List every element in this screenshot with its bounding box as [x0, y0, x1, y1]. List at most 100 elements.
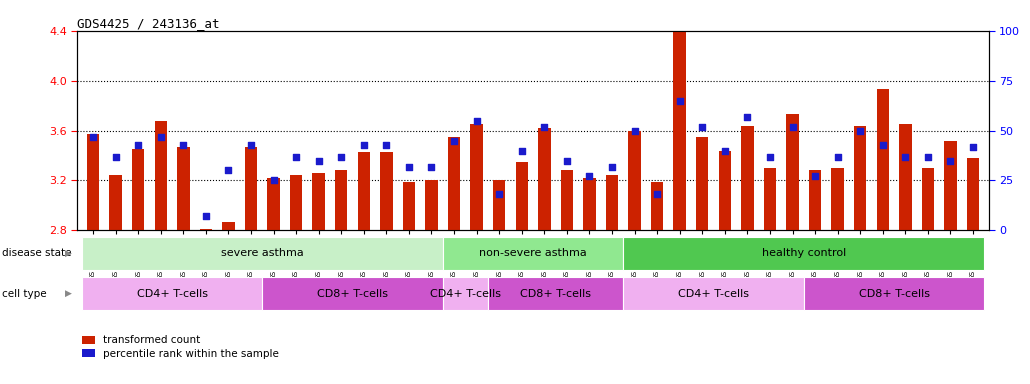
Point: [355, 141, 372, 147]
Bar: [967, 158, 980, 230]
Bar: [538, 128, 550, 230]
Text: severe asthma: severe asthma: [220, 248, 304, 258]
Text: non-severe asthma: non-severe asthma: [479, 248, 587, 258]
Bar: [177, 147, 190, 230]
Bar: [87, 134, 99, 230]
Point: [806, 174, 823, 180]
Bar: [877, 89, 889, 230]
Point: [965, 144, 982, 150]
Bar: [854, 126, 866, 230]
Bar: [922, 168, 934, 230]
Text: ▶: ▶: [65, 249, 72, 258]
Bar: [696, 137, 709, 230]
Bar: [719, 151, 731, 230]
Point: [672, 98, 688, 104]
Bar: [222, 222, 235, 230]
Point: [130, 141, 146, 147]
Bar: [268, 178, 280, 230]
Bar: [380, 152, 392, 230]
Bar: [289, 175, 303, 230]
Point: [243, 141, 260, 147]
Legend: transformed count, percentile rank within the sample: transformed count, percentile rank withi…: [82, 336, 279, 359]
Point: [694, 124, 711, 130]
Bar: [443, 277, 488, 310]
Bar: [742, 126, 754, 230]
Point: [717, 147, 733, 154]
Bar: [628, 131, 641, 230]
Point: [446, 137, 462, 144]
Bar: [81, 237, 443, 270]
Point: [740, 114, 756, 120]
Bar: [263, 277, 443, 310]
Point: [514, 147, 530, 154]
Point: [378, 141, 394, 147]
Point: [558, 157, 575, 164]
Text: GDS4425 / 243136_at: GDS4425 / 243136_at: [77, 17, 219, 30]
Bar: [786, 114, 798, 230]
Bar: [606, 175, 618, 230]
Bar: [831, 168, 844, 230]
Point: [852, 127, 868, 134]
Text: CD8+ T-cells: CD8+ T-cells: [317, 289, 388, 299]
Point: [198, 214, 214, 220]
Bar: [560, 170, 573, 230]
Point: [175, 141, 192, 147]
Bar: [109, 175, 122, 230]
Point: [266, 177, 282, 184]
Bar: [945, 141, 957, 230]
Point: [784, 124, 800, 130]
Bar: [623, 237, 985, 270]
Point: [401, 164, 417, 170]
Bar: [335, 170, 347, 230]
Bar: [674, 16, 686, 230]
Point: [310, 157, 327, 164]
Point: [152, 134, 169, 140]
Text: healthy control: healthy control: [761, 248, 846, 258]
Bar: [425, 180, 438, 230]
Point: [649, 191, 665, 197]
Bar: [132, 149, 144, 230]
Bar: [651, 182, 663, 230]
Bar: [583, 178, 595, 230]
Bar: [763, 168, 777, 230]
Point: [536, 124, 552, 130]
Bar: [493, 180, 506, 230]
Point: [107, 154, 124, 160]
Point: [762, 154, 779, 160]
Point: [220, 167, 237, 174]
Text: ▶: ▶: [65, 289, 72, 298]
Bar: [471, 124, 483, 230]
Text: disease state: disease state: [2, 248, 71, 258]
Point: [897, 154, 914, 160]
Bar: [81, 277, 263, 310]
Bar: [516, 162, 528, 230]
Point: [469, 118, 485, 124]
Point: [84, 134, 101, 140]
Bar: [403, 182, 415, 230]
Point: [604, 164, 620, 170]
Point: [581, 174, 597, 180]
Point: [491, 191, 508, 197]
Point: [920, 154, 936, 160]
Bar: [448, 137, 460, 230]
Point: [333, 154, 349, 160]
Bar: [899, 124, 912, 230]
Text: CD8+ T-cells: CD8+ T-cells: [859, 289, 929, 299]
Point: [626, 127, 643, 134]
Point: [287, 154, 304, 160]
Bar: [154, 121, 167, 230]
Point: [829, 154, 846, 160]
Bar: [200, 229, 212, 230]
Text: CD4+ T-cells: CD4+ T-cells: [678, 289, 749, 299]
Text: CD8+ T-cells: CD8+ T-cells: [520, 289, 591, 299]
Text: CD4+ T-cells: CD4+ T-cells: [137, 289, 207, 299]
Point: [874, 141, 891, 147]
Bar: [443, 237, 623, 270]
Text: CD4+ T-cells: CD4+ T-cells: [430, 289, 501, 299]
Bar: [803, 277, 985, 310]
Point: [423, 164, 440, 170]
Bar: [488, 277, 623, 310]
Bar: [312, 173, 324, 230]
Bar: [357, 152, 370, 230]
Text: cell type: cell type: [2, 289, 46, 299]
